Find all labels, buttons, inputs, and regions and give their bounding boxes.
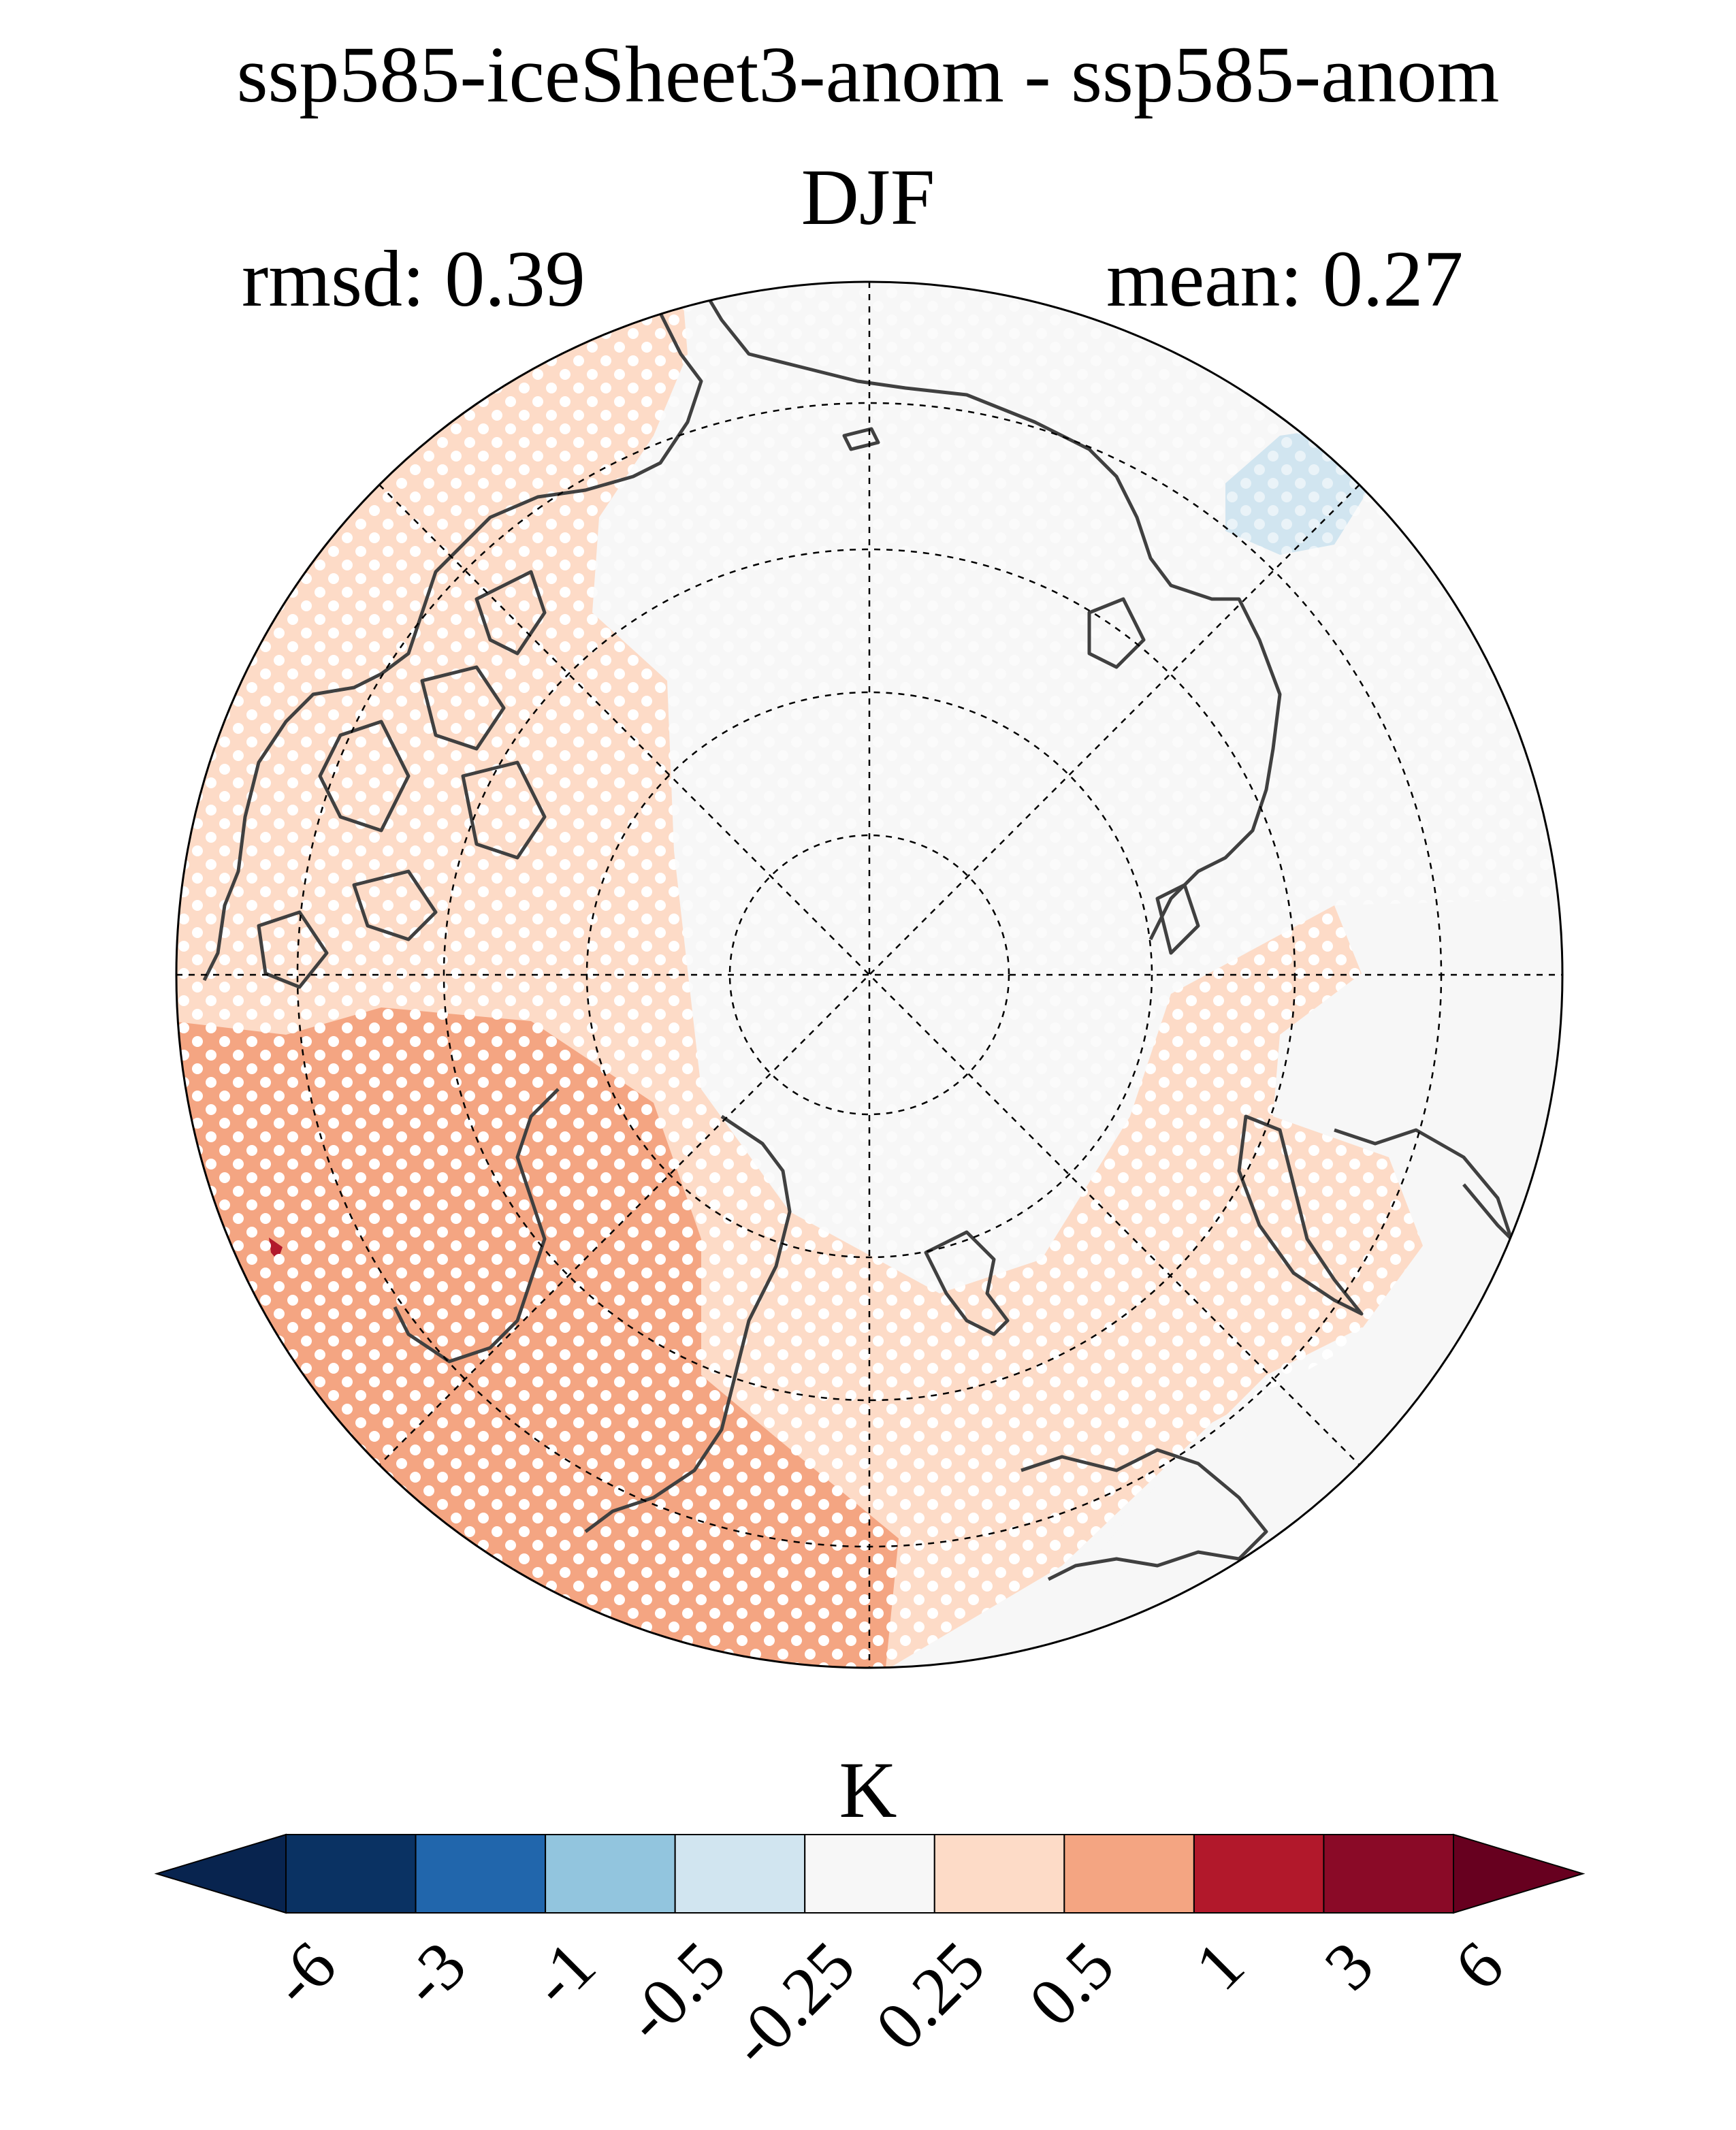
map-boundary [175, 280, 1564, 1669]
significance-stippling-east [592, 282, 1562, 1293]
colorbar-cell [933, 1834, 1065, 1914]
colorbar-cell [804, 1834, 935, 1914]
colorbar-cell [285, 1834, 417, 1914]
colorbar-extend-high [1453, 1833, 1586, 1914]
colorbar-extend-low [154, 1833, 287, 1914]
colorbar-cell [415, 1834, 547, 1914]
graticule [176, 282, 1562, 1668]
polar-map [175, 280, 1564, 1669]
season-label: DJF [801, 152, 935, 242]
rmsd-label: rmsd: 0.39 [242, 234, 585, 323]
colorbar-cell [1063, 1834, 1195, 1914]
coastlines [202, 285, 1513, 1581]
colorbar-cell [1323, 1834, 1455, 1914]
mean-label: mean: 0.27 [1106, 234, 1464, 323]
colorbar-cell [545, 1834, 676, 1914]
figure-title: ssp585-iceSheet3-anom - ssp585-anom [236, 30, 1500, 119]
colorbar-cell [674, 1834, 806, 1914]
colorbar-unit-label: K [839, 1745, 897, 1835]
colorbar-cell [1193, 1834, 1325, 1914]
